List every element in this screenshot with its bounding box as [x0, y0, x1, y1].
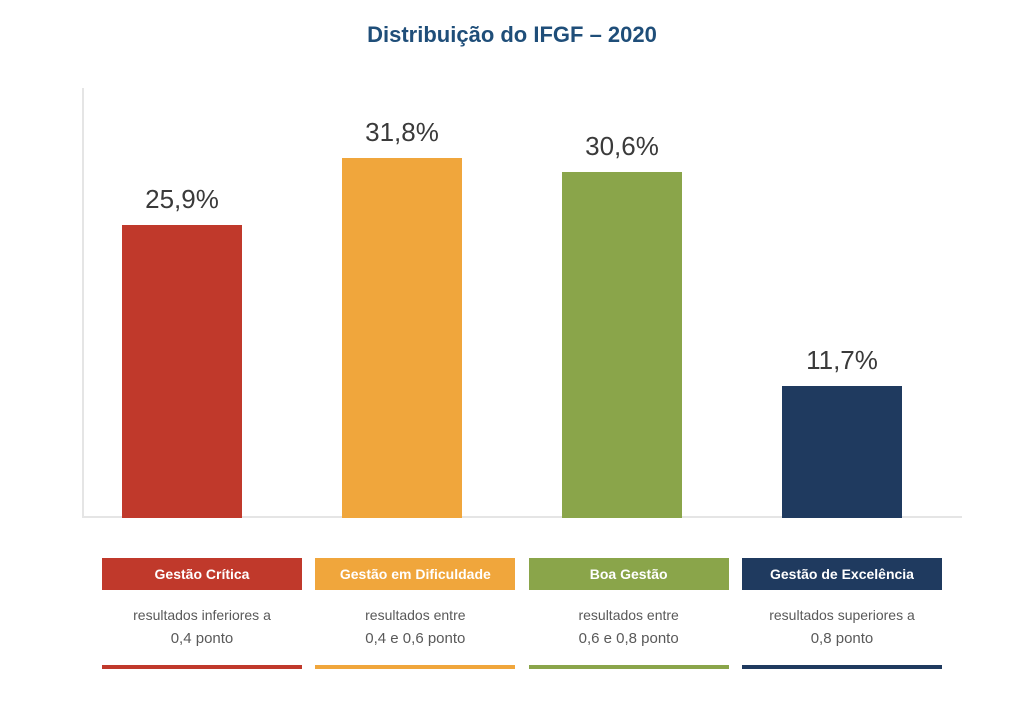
bar-group: 25,9% [122, 184, 242, 518]
legend-description: resultados entre 0,6 e 0,8 ponto [578, 606, 678, 649]
chart-plot-area: 25,9% 31,8% 30,6% 11,7% [42, 78, 982, 518]
bar [562, 172, 682, 518]
bar-value-label: 30,6% [585, 131, 659, 162]
legend-item: Gestão de Excelência resultados superior… [742, 558, 942, 669]
legend-desc-line: resultados inferiores a [133, 606, 271, 626]
bar [122, 225, 242, 518]
bar-group: 31,8% [342, 117, 462, 518]
bar-group: 11,7% [782, 345, 902, 518]
legend-badge: Gestão de Excelência [742, 558, 942, 590]
legend-desc-line: 0,4 ponto [133, 628, 271, 649]
legend-area: Gestão Crítica resultados inferiores a 0… [42, 558, 982, 669]
bar-value-label: 25,9% [145, 184, 219, 215]
bar-group: 30,6% [562, 131, 682, 518]
legend-description: resultados entre 0,4 e 0,6 ponto [365, 606, 465, 649]
y-axis [82, 88, 84, 518]
legend-item: Boa Gestão resultados entre 0,6 e 0,8 po… [529, 558, 729, 669]
bar [782, 386, 902, 518]
legend-desc-line: 0,6 e 0,8 ponto [578, 628, 678, 649]
bar [342, 158, 462, 518]
legend-desc-line: resultados entre [365, 606, 465, 626]
legend-desc-line: 0,8 ponto [769, 628, 915, 649]
legend-desc-line: 0,4 e 0,6 ponto [365, 628, 465, 649]
legend-badge: Boa Gestão [529, 558, 729, 590]
legend-badge: Gestão em Dificuldade [315, 558, 515, 590]
bar-value-label: 11,7% [806, 345, 878, 376]
legend-underline [529, 665, 729, 669]
legend-underline [315, 665, 515, 669]
legend-underline [102, 665, 302, 669]
bar-value-label: 31,8% [365, 117, 439, 148]
legend-item: Gestão Crítica resultados inferiores a 0… [102, 558, 302, 669]
legend-underline [742, 665, 942, 669]
legend-item: Gestão em Dificuldade resultados entre 0… [315, 558, 515, 669]
legend-desc-line: resultados superiores a [769, 606, 915, 626]
chart-title: Distribuição do IFGF – 2020 [0, 0, 1024, 48]
legend-description: resultados inferiores a 0,4 ponto [133, 606, 271, 649]
legend-badge: Gestão Crítica [102, 558, 302, 590]
legend-description: resultados superiores a 0,8 ponto [769, 606, 915, 649]
legend-desc-line: resultados entre [578, 606, 678, 626]
